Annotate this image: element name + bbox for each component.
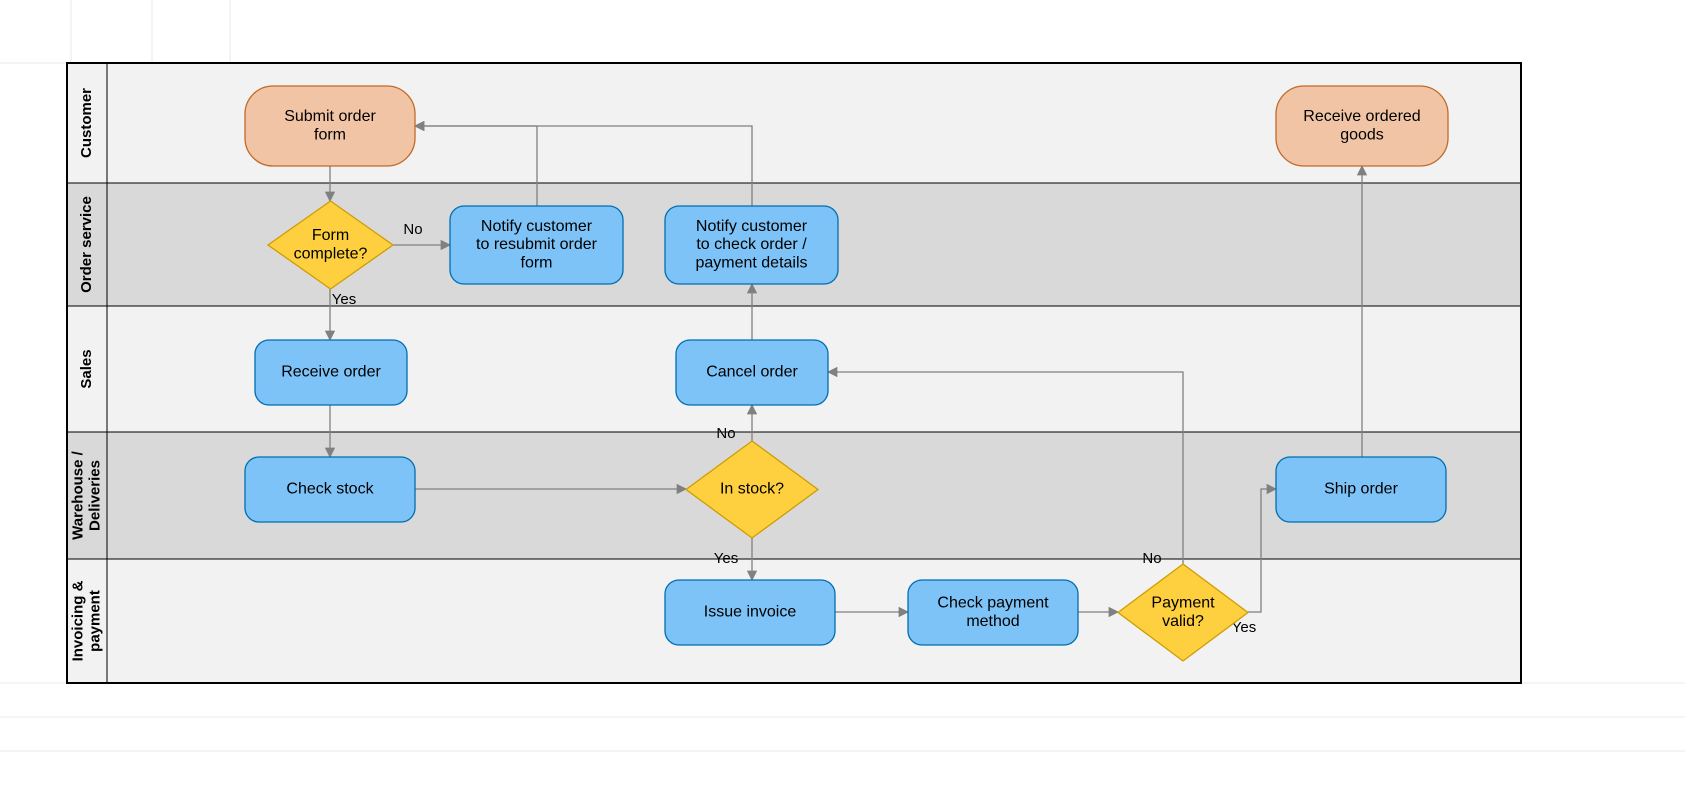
svg-text:No: No	[716, 425, 735, 442]
svg-text:Check payment: Check payment	[937, 595, 1049, 612]
lane-label-orderserv: Order service	[78, 196, 95, 293]
svg-text:form: form	[521, 255, 553, 272]
svg-text:complete?: complete?	[294, 245, 368, 262]
svg-text:Submit order: Submit order	[284, 108, 376, 125]
lane-label-sales: Sales	[78, 349, 95, 388]
svg-text:No: No	[403, 221, 422, 238]
svg-text:to resubmit order: to resubmit order	[476, 236, 598, 253]
svg-text:Check stock: Check stock	[286, 481, 374, 498]
svg-text:Yes: Yes	[714, 550, 738, 567]
svg-text:valid?: valid?	[1162, 613, 1204, 630]
svg-text:goods: goods	[1340, 126, 1384, 143]
lane-label-customer: Customer	[78, 88, 95, 158]
svg-text:Notify customer: Notify customer	[481, 218, 593, 235]
svg-text:Cancel order: Cancel order	[706, 364, 798, 381]
svg-text:Sales: Sales	[78, 349, 95, 388]
svg-text:In stock?: In stock?	[720, 481, 784, 498]
svg-text:form: form	[314, 126, 346, 143]
svg-text:payment: payment	[87, 590, 104, 652]
svg-text:Receive ordered: Receive ordered	[1303, 108, 1420, 125]
svg-text:payment details: payment details	[695, 255, 807, 272]
swimlane-flowchart: Customer Order service Sales Warehouse /Del…	[0, 0, 1685, 793]
svg-text:method: method	[966, 613, 1019, 630]
svg-text:Warehouse /: Warehouse /	[69, 450, 86, 539]
svg-text:Notify customer: Notify customer	[696, 218, 808, 235]
svg-text:No: No	[1142, 550, 1161, 567]
svg-text:Issue invoice: Issue invoice	[704, 604, 797, 621]
svg-text:Deliveries: Deliveries	[87, 460, 104, 531]
svg-text:to check order /: to check order /	[696, 236, 807, 253]
svg-text:Customer: Customer	[78, 88, 95, 158]
svg-text:Yes: Yes	[332, 291, 356, 308]
svg-text:Form: Form	[312, 227, 349, 244]
lane-label-invoicing: Invoicing &payment	[69, 580, 103, 661]
svg-text:Order service: Order service	[78, 196, 95, 293]
lane-label-warehouse: Warehouse /Deliveries	[69, 450, 103, 539]
svg-text:Payment: Payment	[1151, 595, 1215, 612]
svg-text:Receive order: Receive order	[281, 364, 381, 381]
svg-text:Invoicing &: Invoicing &	[69, 580, 86, 661]
svg-text:Ship order: Ship order	[1324, 481, 1398, 498]
